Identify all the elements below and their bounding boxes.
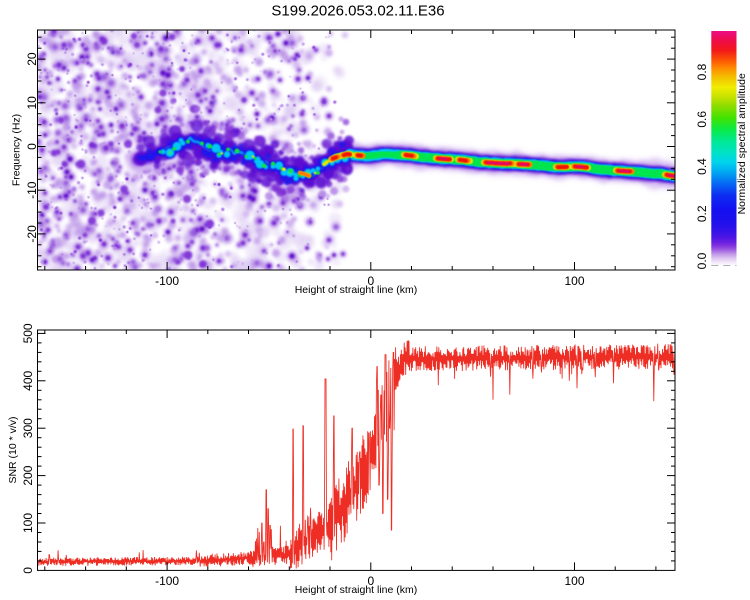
svg-text:500: 500: [21, 323, 35, 343]
svg-text:0.4: 0.4: [695, 158, 709, 175]
svg-text:200: 200: [21, 465, 35, 485]
svg-text:Frequency (Hz): Frequency (Hz): [11, 114, 23, 186]
svg-text:0.2: 0.2: [695, 205, 709, 222]
svg-text:0: 0: [25, 143, 39, 150]
svg-text:100: 100: [564, 574, 584, 588]
svg-text:0: 0: [367, 274, 374, 288]
svg-text:0: 0: [21, 567, 35, 574]
svg-text:0: 0: [367, 574, 374, 588]
svg-text:100: 100: [564, 274, 584, 288]
svg-text:-10: -10: [25, 181, 39, 199]
svg-text:Height of straight line (km): Height of straight line (km): [295, 284, 418, 296]
svg-text:Height of straight line (km): Height of straight line (km): [295, 584, 418, 596]
svg-text:100: 100: [21, 513, 35, 533]
svg-text:SNR (10 * v/v): SNR (10 * v/v): [7, 416, 19, 483]
svg-text:0.6: 0.6: [695, 111, 709, 128]
svg-text:Normalized spectral amplitude: Normalized spectral amplitude: [736, 73, 748, 214]
svg-text:400: 400: [21, 370, 35, 390]
svg-text:300: 300: [21, 418, 35, 438]
svg-text:0.8: 0.8: [695, 63, 709, 80]
svg-text:10: 10: [25, 96, 39, 110]
svg-text:-20: -20: [25, 225, 39, 243]
svg-text:0.0: 0.0: [695, 252, 709, 269]
svg-text:-100: -100: [155, 574, 179, 588]
svg-text:20: 20: [25, 52, 39, 66]
svg-text:-100: -100: [155, 274, 179, 288]
svg-text:S199.2026.053.02.11.E36: S199.2026.053.02.11.E36: [271, 2, 444, 19]
